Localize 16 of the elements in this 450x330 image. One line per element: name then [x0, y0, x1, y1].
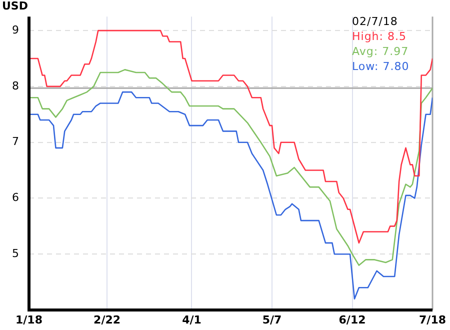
y-axis-title: USD	[2, 0, 28, 12]
y-tick-label: 8	[12, 79, 19, 92]
y-tick-label: 7	[12, 135, 19, 148]
annotation: Avg: 7.97	[352, 44, 410, 59]
x-tick-label: 7/18	[419, 313, 446, 326]
annotation: 02/7/18	[352, 14, 399, 29]
y-tick-label: 9	[12, 23, 19, 36]
x-tick-label: 6/12	[338, 313, 366, 326]
x-tick-label: 1/18	[16, 313, 42, 326]
annotation: Low: 7.80	[352, 59, 410, 74]
y-tick-label: 6	[12, 191, 19, 204]
x-tick-label: 4/1	[182, 313, 202, 326]
annotation: High: 8.5	[352, 29, 408, 44]
x-tick-label: 5/7	[262, 313, 282, 326]
x-tick-label: 2/22	[94, 313, 121, 326]
y-tick-label: 5	[12, 246, 19, 260]
